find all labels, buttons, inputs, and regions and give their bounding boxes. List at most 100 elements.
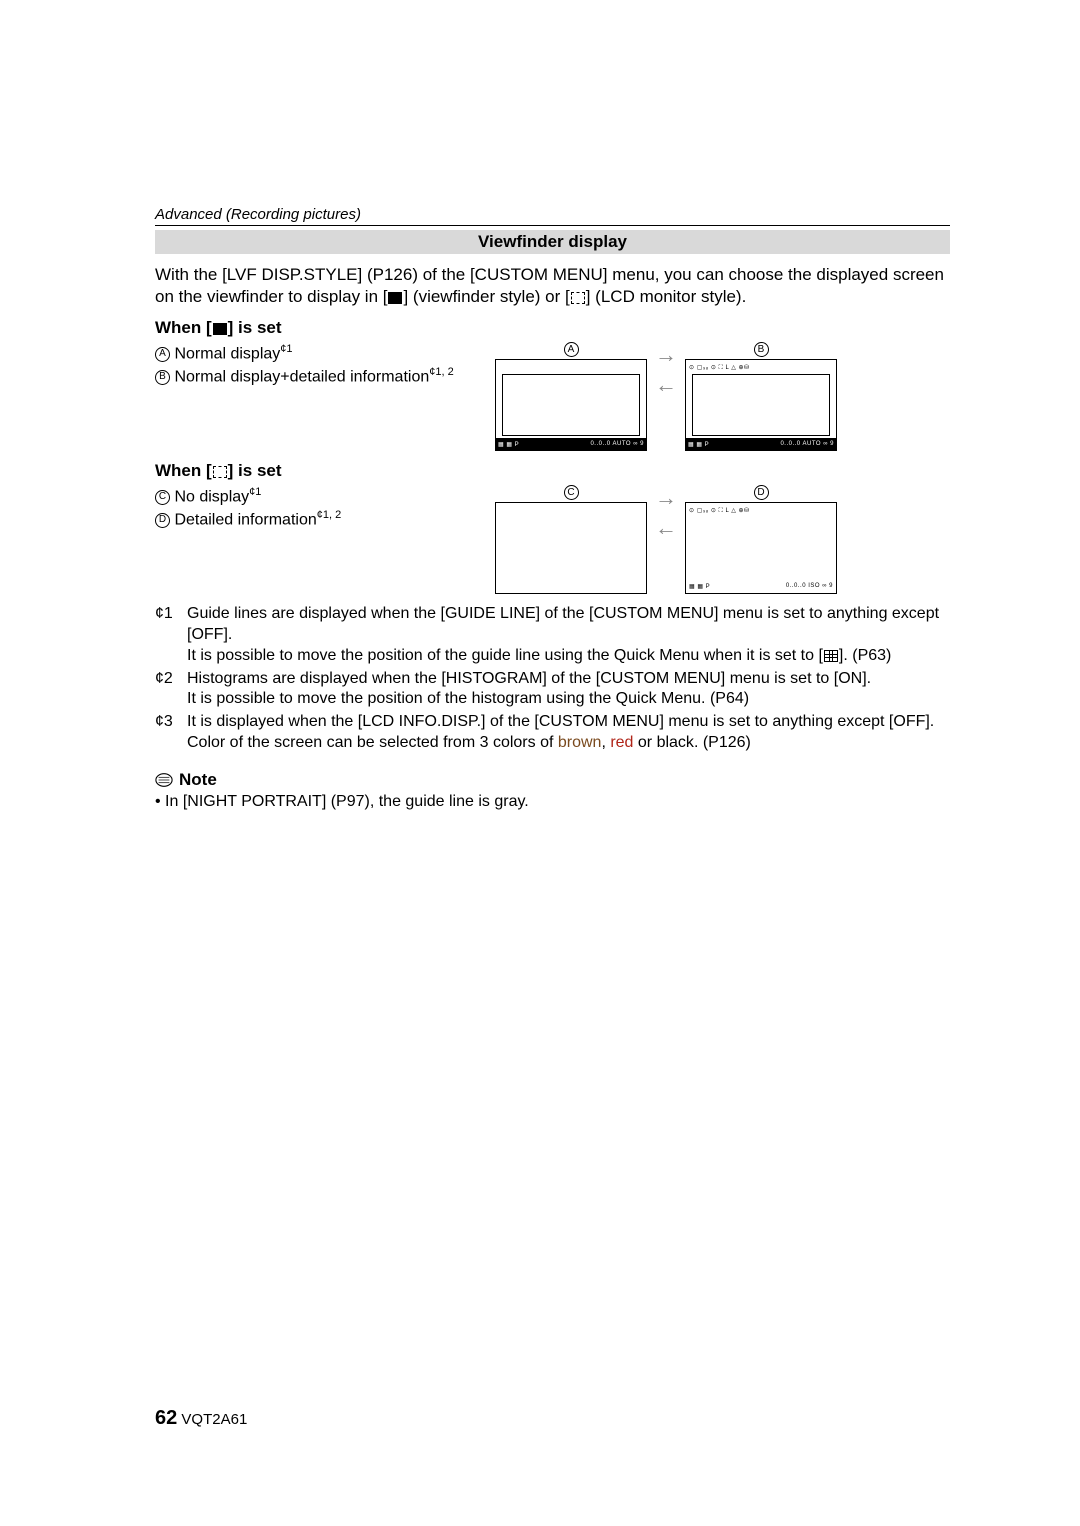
diagram-b-group: B ⊙ ▢₉₈ ⊙ ⛶ L △ ⊕⛁ ▦ ▦ P 0..0..0 AUTO ∞ … [685,342,837,451]
footnote-1-marker: ¢1 [155,604,187,666]
footnote-2: ¢2 Histograms are displayed when the [HI… [155,669,950,711]
diagram-a-status: ▦ ▦ P 0..0..0 AUTO ∞ 9 [496,438,646,450]
color-brown: brown [558,734,602,751]
section1-content: A Normal display¢1 B Normal display+deta… [155,342,950,451]
top-icons: ⊙ ▢₉₈ ⊙ ⛶ L △ ⊕⛁ [689,364,750,372]
arrow-right-icon: → [655,342,677,368]
note-heading: Note [155,770,950,790]
diagram-a-screen: ▦ ▦ P 0..0..0 AUTO ∞ 9 [495,359,647,451]
arrow-left-icon: ← [655,515,677,541]
section1-heading: When [ ] is set [155,318,950,338]
diagram-c-label: C [564,485,579,500]
intro-part3: ] (LCD monitor style). [586,287,747,306]
status-left: ▦ ▦ P [498,441,519,448]
item-d: D Detailed information¢1, 2 [155,508,495,531]
intro-text: With the [LVF DISP.STYLE] (P126) of the … [155,264,950,308]
section2-heading-post: ] is set [228,461,282,480]
item-b-sup: ¢1, 2 [429,366,453,378]
note-heading-text: Note [179,770,217,790]
diagram-b-status: ▦ ▦ P 0..0..0 AUTO ∞ 9 [686,438,836,450]
page-title: Viewfinder display [155,230,950,254]
diagram-b-top: ⊙ ▢₉₈ ⊙ ⛶ L △ ⊕⛁ [689,363,833,373]
diagram-a-group: A ▦ ▦ P 0..0..0 AUTO ∞ 9 [495,342,647,451]
footnote-1-text1: Guide lines are displayed when the [GUID… [187,605,939,643]
top-icons: ⊙ ▢₉₈ ⊙ ⛶ L △ ⊕⛁ [689,507,750,515]
color-black: black [657,734,694,751]
viewfinder-style-icon [388,292,402,304]
status-right: 0..0..0 ISO ∞ 9 [786,583,833,590]
footer-code: VQT2A61 [181,1411,247,1428]
item-b-text: Normal display+detailed information [174,369,429,386]
footnote-2-body: Histograms are displayed when the [HISTO… [187,669,950,711]
section2-content: C No display¢1 D Detailed information¢1,… [155,485,950,594]
diagram-d-label: D [754,485,769,500]
arrow-left-icon: ← [655,372,677,398]
footnote-3-body: It is displayed when the [LCD INFO.DISP.… [187,712,950,754]
section1-diagrams: A ▦ ▦ P 0..0..0 AUTO ∞ 9 → ← B ⊙ ▢₉₈ ⊙ ⛶… [495,342,950,451]
status-right: 0..0..0 AUTO ∞ 9 [590,441,644,447]
label-a: A [155,347,170,362]
section1-list: A Normal display¢1 B Normal display+deta… [155,342,495,451]
lcd-monitor-style-icon [213,466,227,478]
footnote-1-text2a: It is possible to move the position of t… [187,647,823,664]
divider [155,225,950,226]
section1-heading-post: ] is set [228,318,282,337]
arrows-icon: → ← [655,485,677,541]
status-right: 0..0..0 AUTO ∞ 9 [780,441,834,447]
item-a: A Normal display¢1 [155,342,495,365]
footnote-1: ¢1 Guide lines are displayed when the [G… [155,604,950,666]
section-breadcrumb: Advanced (Recording pictures) [155,206,950,223]
lcd-monitor-style-icon [571,292,585,304]
item-b: B Normal display+detailed information¢1,… [155,365,495,388]
diagram-c-group: C [495,485,647,594]
diagram-b-inner [692,374,830,436]
label-d: D [155,513,170,528]
diagram-d-screen: ⊙ ▢₉₈ ⊙ ⛶ L △ ⊕⛁ ▦ ▦ P 0..0..0 ISO ∞ 9 [685,502,837,594]
label-c: C [155,490,170,505]
diagram-d-group: D ⊙ ▢₉₈ ⊙ ⛶ L △ ⊕⛁ ▦ ▦ P 0..0..0 ISO ∞ 9 [685,485,837,594]
footnote-2-marker: ¢2 [155,669,187,711]
intro-part2: ] (viewfinder style) or [ [403,287,569,306]
arrow-right-icon: → [655,485,677,511]
arrows-icon: → ← [655,342,677,398]
section1-heading-pre: When [ [155,318,212,337]
footnote-1-body: Guide lines are displayed when the [GUID… [187,604,950,666]
note-icon [155,771,173,789]
item-a-sup: ¢1 [280,343,292,355]
footnote-3: ¢3 It is displayed when the [LCD INFO.DI… [155,712,950,754]
section2-list: C No display¢1 D Detailed information¢1,… [155,485,495,594]
diagram-b-screen: ⊙ ▢₉₈ ⊙ ⛶ L △ ⊕⛁ ▦ ▦ P 0..0..0 AUTO ∞ 9 [685,359,837,451]
diagram-a-inner [502,374,640,436]
item-c-text: No display [174,489,249,506]
label-b: B [155,370,170,385]
color-red: red [610,734,633,751]
page-number: 62 [155,1407,177,1429]
header-section: Advanced (Recording pictures) Viewfinder… [155,206,950,254]
guide-line-icon [824,650,838,662]
sep2: or [633,734,656,751]
status-left: ▦ ▦ P [688,441,709,448]
note-bullet: • In [NIGHT PORTRAIT] (P97), the guide l… [155,792,950,813]
item-c-sup: ¢1 [249,486,261,498]
footnote-3-text2: . (P126) [694,734,751,751]
footnotes: ¢1 Guide lines are displayed when the [G… [155,604,950,754]
sep1: , [601,734,610,751]
diagram-b-label: B [754,342,769,357]
footnote-1-text2b: ]. (P63) [839,647,891,664]
footnote-2-text1: Histograms are displayed when the [HISTO… [187,670,871,687]
diagram-d-top: ⊙ ▢₉₈ ⊙ ⛶ L △ ⊕⛁ [689,506,833,516]
item-c: C No display¢1 [155,485,495,508]
item-d-text: Detailed information [174,512,316,529]
diagram-c-screen [495,502,647,594]
section2-heading: When [ ] is set [155,461,950,481]
status-left: ▦ ▦ P [689,583,710,590]
page-footer: 62 VQT2A61 [155,1407,247,1430]
footnote-2-text2: It is possible to move the position of t… [187,690,749,707]
section2-heading-pre: When [ [155,461,212,480]
section2-diagrams: C → ← D ⊙ ▢₉₈ ⊙ ⛶ L △ ⊕⛁ ▦ ▦ P 0..0..0 I… [495,485,950,594]
item-d-sup: ¢1, 2 [317,509,341,521]
diagram-a-label: A [564,342,579,357]
diagram-d-status: ▦ ▦ P 0..0..0 ISO ∞ 9 [689,583,833,590]
item-a-text: Normal display [174,346,280,363]
viewfinder-style-icon [213,323,227,335]
